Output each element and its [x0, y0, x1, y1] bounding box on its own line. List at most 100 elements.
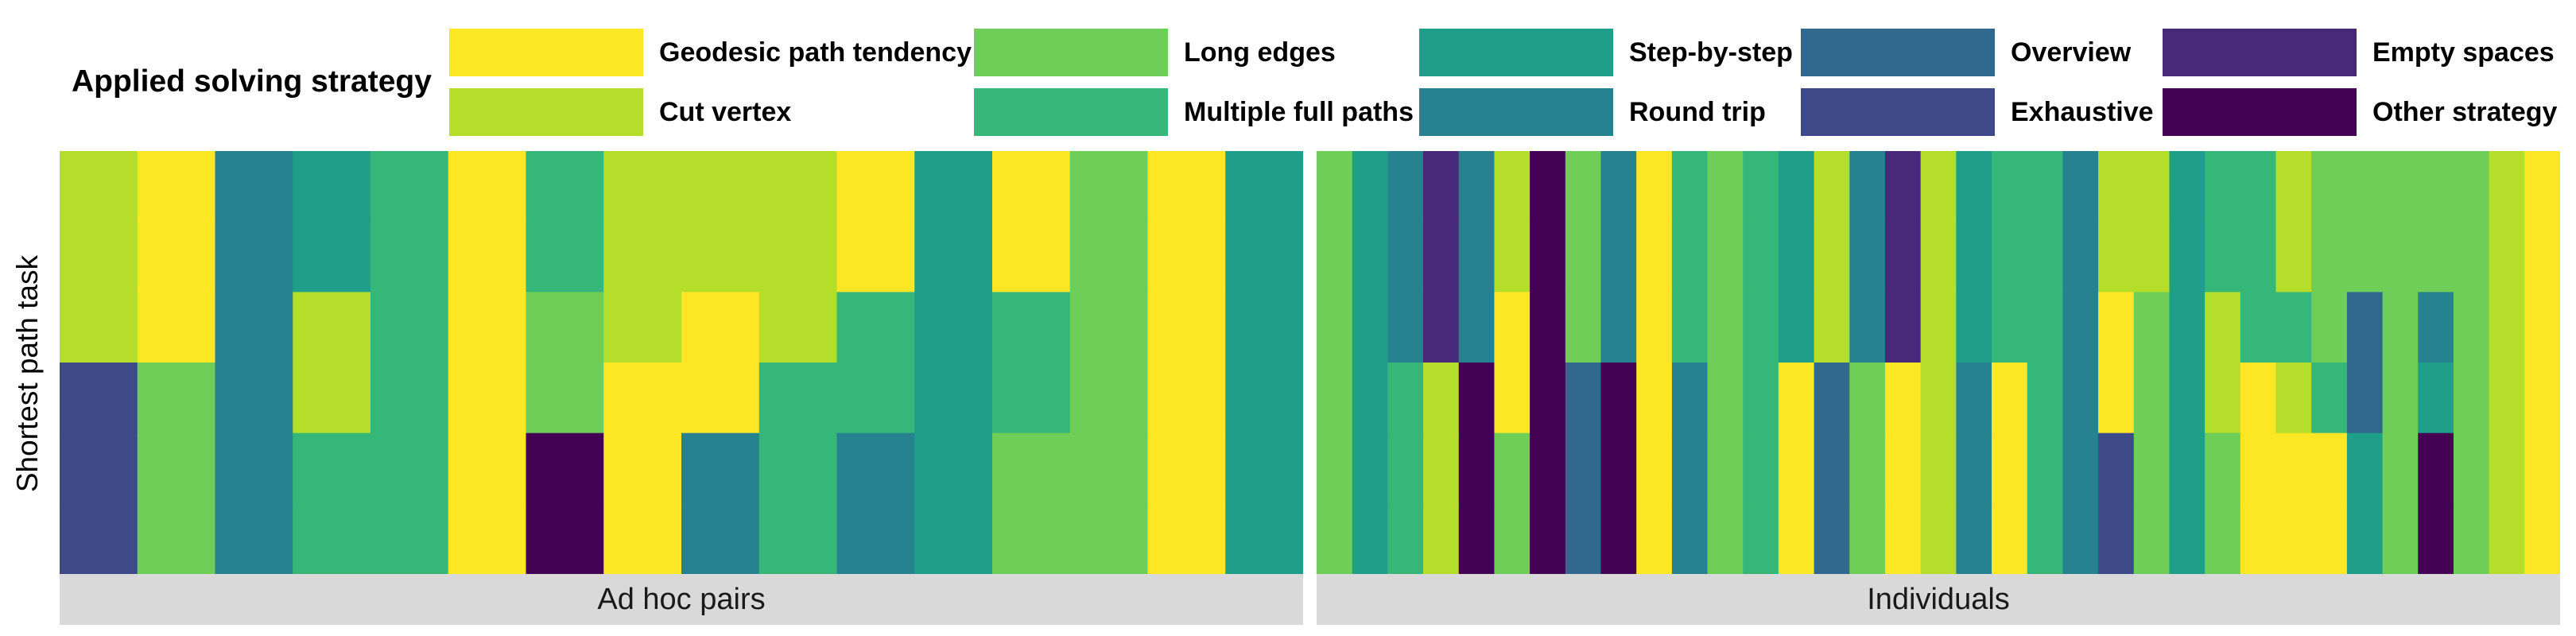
- heatmap-cell: [1565, 432, 1602, 504]
- heatmap-cell: [2311, 292, 2348, 363]
- heatmap-cell: [526, 363, 604, 434]
- heatmap-cell: [293, 292, 371, 363]
- heatmap-cell: [1458, 363, 1496, 434]
- heatmap-cell: [2062, 151, 2099, 223]
- heatmap-cell: [1147, 221, 1226, 293]
- heatmap-cell: [2418, 151, 2454, 223]
- heatmap-cell: [60, 363, 138, 434]
- heatmap-cell: [1743, 503, 1779, 574]
- heatmap-cell: [526, 503, 604, 574]
- heatmap-cell: [914, 363, 993, 434]
- heatmap-cell: [1387, 151, 1424, 223]
- heatmap-cell: [914, 221, 993, 293]
- heatmap-cell: [1225, 221, 1303, 293]
- heatmap-cell: [2027, 503, 2063, 574]
- heatmap-cell: [2169, 292, 2206, 363]
- heatmap-cell: [1884, 503, 1922, 574]
- heatmap-cell: [992, 432, 1071, 504]
- heatmap-cell: [2205, 292, 2241, 363]
- heatmap-cell: [758, 503, 838, 574]
- heatmap-cell: [2489, 221, 2525, 293]
- heatmap-cell: [293, 503, 371, 574]
- heatmap-cell: [1494, 221, 1530, 293]
- heatmap-cell: [1636, 292, 1673, 363]
- heatmap-cell: [1814, 503, 1850, 574]
- heatmap-cell: [836, 221, 915, 293]
- heatmap-cell: [2453, 432, 2490, 504]
- legend-swatch-round-trip: [1419, 88, 1613, 136]
- heatmap-cell: [1069, 432, 1149, 504]
- heatmap-cell: [2062, 363, 2099, 434]
- heatmap-cell: [2169, 363, 2206, 434]
- legend-label-other-strategy: Other strategy: [2372, 97, 2558, 127]
- heatmap-cell: [2240, 221, 2277, 293]
- heatmap-cell: [2524, 221, 2560, 293]
- heatmap-cell: [1849, 151, 1886, 223]
- heatmap-cell: [60, 432, 138, 504]
- heatmap-cell: [2205, 151, 2241, 223]
- heatmap-cell: [1423, 432, 1460, 504]
- heatmap-cell: [1147, 503, 1226, 574]
- legend-swatch-cut-vertex: [449, 88, 643, 136]
- legend-label-empty-spaces: Empty spaces: [2372, 37, 2555, 68]
- heatmap-cell: [603, 221, 682, 293]
- heatmap-cell: [1600, 432, 1637, 504]
- heatmap-cell: [2205, 432, 2241, 504]
- heatmap-cell: [2418, 503, 2454, 574]
- heatmap-cell: [1387, 292, 1424, 363]
- heatmap-cell: [1956, 151, 1992, 223]
- heatmap-cell: [1671, 221, 1709, 293]
- heatmap-cell: [2240, 292, 2277, 363]
- heatmap-cell: [2382, 151, 2419, 223]
- heatmap-cell: [1387, 363, 1424, 434]
- heatmap-cell: [2489, 151, 2525, 223]
- heatmap-cell: [2098, 432, 2135, 504]
- heatmap-cell: [1814, 151, 1850, 223]
- heatmap-cell: [836, 503, 915, 574]
- heatmap-cell: [1956, 292, 1992, 363]
- legend-title: Applied solving strategy: [72, 64, 432, 99]
- heatmap-cell: [2098, 221, 2135, 293]
- heatmap-cell: [2098, 363, 2135, 434]
- legend-swatch-geodesic-path-tendency: [449, 29, 643, 76]
- heatmap-cell: [526, 221, 604, 293]
- heatmap-cell: [1707, 432, 1744, 504]
- heatmap-cell: [1778, 432, 1815, 504]
- heatmap-cell: [1387, 503, 1424, 574]
- heatmap-cell: [2311, 363, 2348, 434]
- heatmap-cell: [603, 292, 682, 363]
- heatmap-cell: [1423, 151, 1460, 223]
- heatmap-cell: [2489, 363, 2525, 434]
- heatmap-cell: [1317, 363, 1353, 434]
- legend-label-long-edges: Long edges: [1184, 37, 1336, 68]
- heatmap-cell: [603, 432, 682, 504]
- heatmap-cell: [137, 151, 216, 223]
- heatmap-cell: [1992, 151, 2028, 223]
- heatmap-cell: [60, 292, 138, 363]
- heatmap-cell: [2346, 503, 2384, 574]
- heatmap-cell: [1530, 151, 1566, 223]
- heatmap-cell: [1707, 221, 1744, 293]
- heatmap-cell: [2418, 292, 2454, 363]
- heatmap-cell: [2453, 151, 2490, 223]
- heatmap-cell: [1636, 503, 1673, 574]
- heatmap-cell: [1956, 432, 1992, 504]
- heatmap-cell: [603, 503, 682, 574]
- heatmap-cell: [2169, 432, 2206, 504]
- heatmap-cell: [1920, 221, 1957, 293]
- heatmap-cell: [1707, 292, 1744, 363]
- heatmap-cell: [2382, 503, 2419, 574]
- heatmap-cell: [758, 292, 838, 363]
- heatmap-cell: [2311, 503, 2348, 574]
- heatmap-cell: [1352, 221, 1388, 293]
- heatmap-cell: [1458, 151, 1496, 223]
- heatmap-cell: [1707, 151, 1744, 223]
- heatmap-cell: [2027, 292, 2063, 363]
- heatmap-cell: [2098, 292, 2135, 363]
- heatmap-cell: [1530, 503, 1566, 574]
- heatmap-cell: [293, 363, 371, 434]
- legend-swatch-long-edges: [974, 29, 1168, 76]
- heatmap-cell: [2062, 432, 2099, 504]
- heatmap-cell: [1992, 432, 2028, 504]
- heatmap-cell: [2062, 221, 2099, 293]
